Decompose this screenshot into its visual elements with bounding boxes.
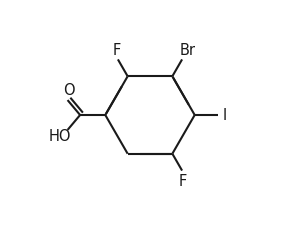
Text: F: F	[112, 43, 121, 57]
Text: HO: HO	[48, 129, 71, 143]
Text: I: I	[222, 108, 227, 123]
Text: O: O	[63, 83, 74, 98]
Text: Br: Br	[180, 43, 196, 58]
Text: F: F	[179, 174, 188, 188]
